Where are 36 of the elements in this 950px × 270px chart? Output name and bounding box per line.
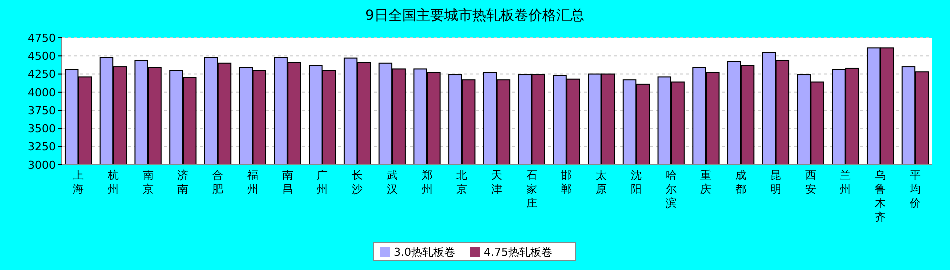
chart-title: 9日全国主要城市热轧板卷价格汇总 bbox=[366, 8, 584, 24]
x-tick-label: 南京 bbox=[142, 169, 154, 196]
x-tick-label: 太原 bbox=[596, 169, 608, 196]
x-tick-label: 哈尔滨 bbox=[666, 169, 677, 210]
x-tick-label: 沈阳 bbox=[630, 169, 642, 196]
y-tick-label: 4000 bbox=[28, 86, 56, 100]
y-tick-label: 4250 bbox=[28, 68, 56, 82]
x-tick-label: 广州 bbox=[317, 169, 328, 196]
y-tick-label: 4750 bbox=[28, 32, 56, 45]
x-tick-label: 平均价 bbox=[908, 169, 921, 210]
y-tick-label: 3000 bbox=[28, 158, 56, 172]
x-tick-label: 长沙 bbox=[352, 169, 364, 196]
x-tick-label: 成都 bbox=[736, 169, 747, 196]
x-tick-label: 西安 bbox=[805, 169, 816, 196]
x-tick-label: 福州 bbox=[247, 169, 258, 196]
x-tick-label: 昆明 bbox=[770, 169, 782, 196]
x-tick-label: 兰州 bbox=[840, 169, 852, 196]
y-tick-label: 3500 bbox=[28, 122, 56, 136]
x-tick-label: 重庆 bbox=[700, 169, 712, 196]
x-tick-label: 邯郸 bbox=[561, 169, 572, 196]
x-tick-label: 上海 bbox=[73, 169, 84, 196]
legend-label: 4.75热轧板卷 bbox=[484, 246, 552, 259]
x-tick-label: 北京 bbox=[456, 169, 468, 196]
y-tick-label: 3250 bbox=[28, 140, 56, 154]
x-tick-label: 南昌 bbox=[282, 169, 294, 196]
x-tick-label: 济南 bbox=[178, 169, 189, 196]
x-tick-label: 武汉 bbox=[386, 169, 398, 196]
x-tick-label: 天津 bbox=[492, 169, 502, 196]
y-tick-label: 4500 bbox=[28, 50, 56, 63]
x-tick-label: 杭州 bbox=[106, 169, 119, 196]
x-tick-label: 合肥 bbox=[212, 169, 224, 196]
x-tick-label: 郑州 bbox=[422, 169, 433, 196]
y-tick-label: 3750 bbox=[28, 104, 56, 118]
x-tick-label: 石家庄 bbox=[526, 169, 538, 210]
legend-label: 3.0热轧板卷 bbox=[394, 246, 456, 259]
x-tick-label: 乌鲁木齐 bbox=[875, 169, 886, 224]
